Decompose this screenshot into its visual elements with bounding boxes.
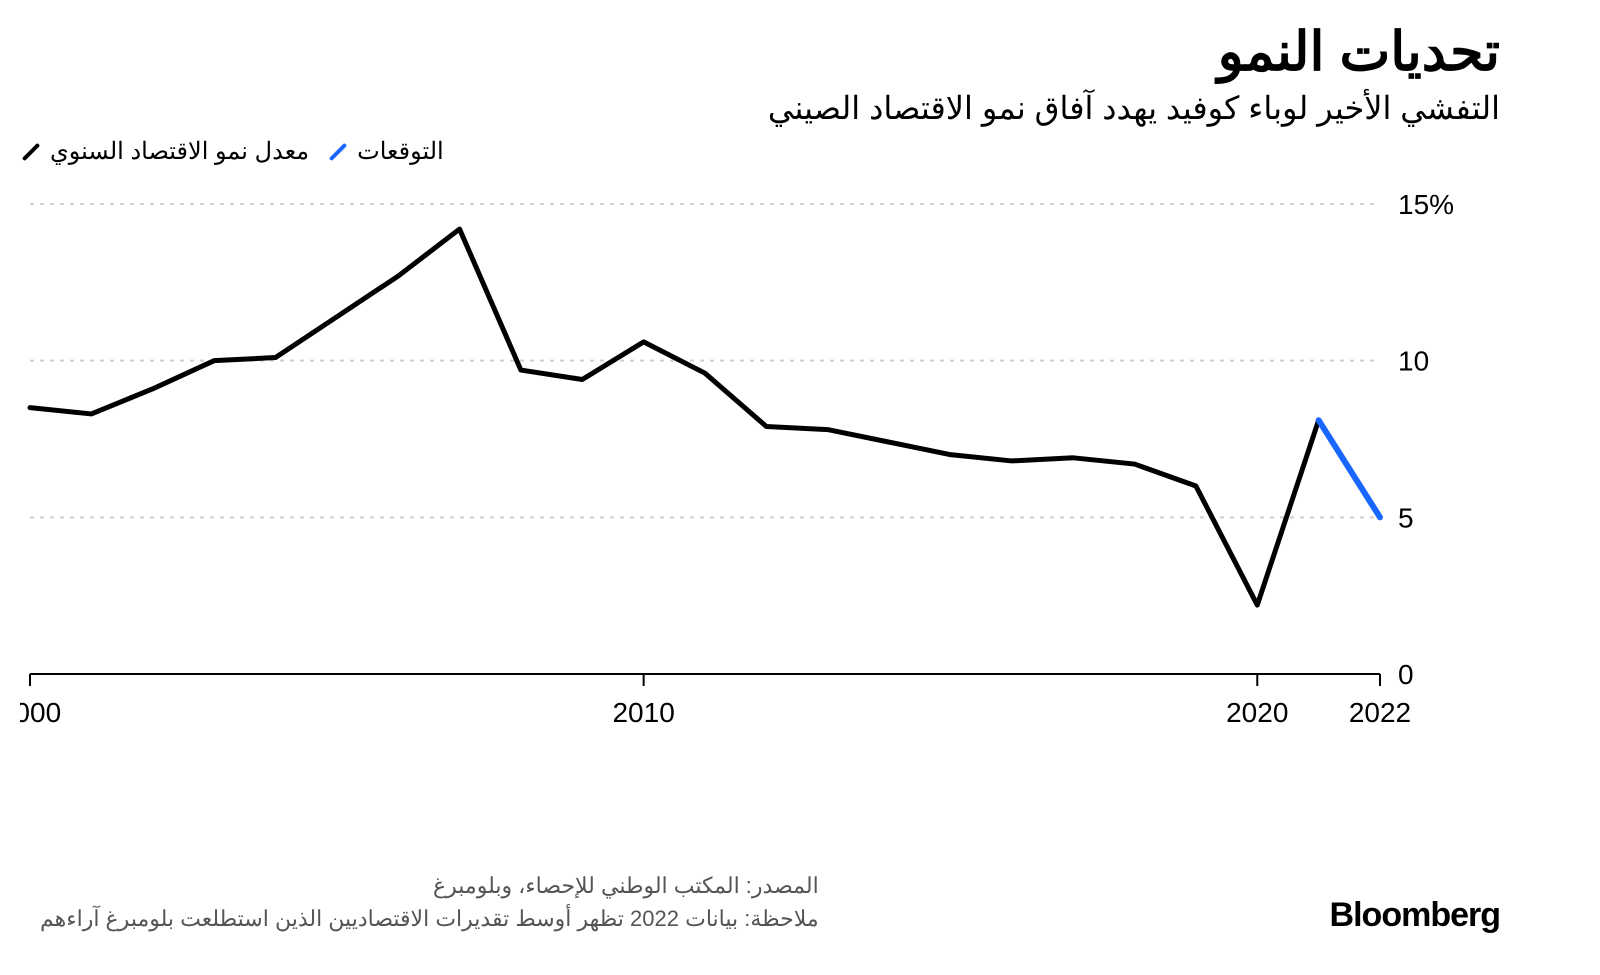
legend-label-forecast: التوقعات: [357, 137, 444, 166]
svg-text:2010: 2010: [612, 697, 674, 728]
footer-source: المصدر: المكتب الوطني للإحصاء، وبلومبرغ: [40, 869, 819, 902]
footer-text: المصدر: المكتب الوطني للإحصاء، وبلومبرغ …: [40, 869, 819, 935]
legend-label-actual: معدل نمو الاقتصاد السنوي: [50, 137, 309, 166]
svg-text:2022: 2022: [1349, 697, 1411, 728]
chart-plot: 0 5 10 15% 2000 2010 2020 2022: [20, 184, 1500, 744]
footer-note: ملاحظة: بيانات 2022 تظهر أوسط تقديرات ال…: [40, 902, 819, 935]
chart-subtitle: التفشي الأخير لوباء كوفيد يهدد آفاق نمو …: [20, 89, 1500, 127]
chart-svg: 0 5 10 15% 2000 2010 2020 2022: [20, 184, 1500, 744]
svg-text:2000: 2000: [20, 697, 61, 728]
chart-container: تحديات النمو التفشي الأخير لوباء كوفيد ي…: [0, 0, 1600, 975]
svg-text:0: 0: [1398, 659, 1414, 690]
svg-text:15%: 15%: [1398, 189, 1454, 220]
legend: معدل نمو الاقتصاد السنوي التوقعات: [20, 137, 1500, 166]
svg-text:2020: 2020: [1226, 697, 1288, 728]
legend-swatch-forecast: [329, 142, 347, 160]
chart-title: تحديات النمو: [20, 20, 1500, 83]
footer: Bloomberg المصدر: المكتب الوطني للإحصاء،…: [40, 869, 1500, 935]
legend-swatch-actual: [22, 142, 40, 160]
legend-item-actual: معدل نمو الاقتصاد السنوي: [20, 137, 309, 166]
svg-text:5: 5: [1398, 502, 1414, 533]
svg-text:10: 10: [1398, 346, 1429, 377]
legend-item-forecast: التوقعات: [327, 137, 444, 166]
brand-logo: Bloomberg: [1330, 896, 1500, 935]
